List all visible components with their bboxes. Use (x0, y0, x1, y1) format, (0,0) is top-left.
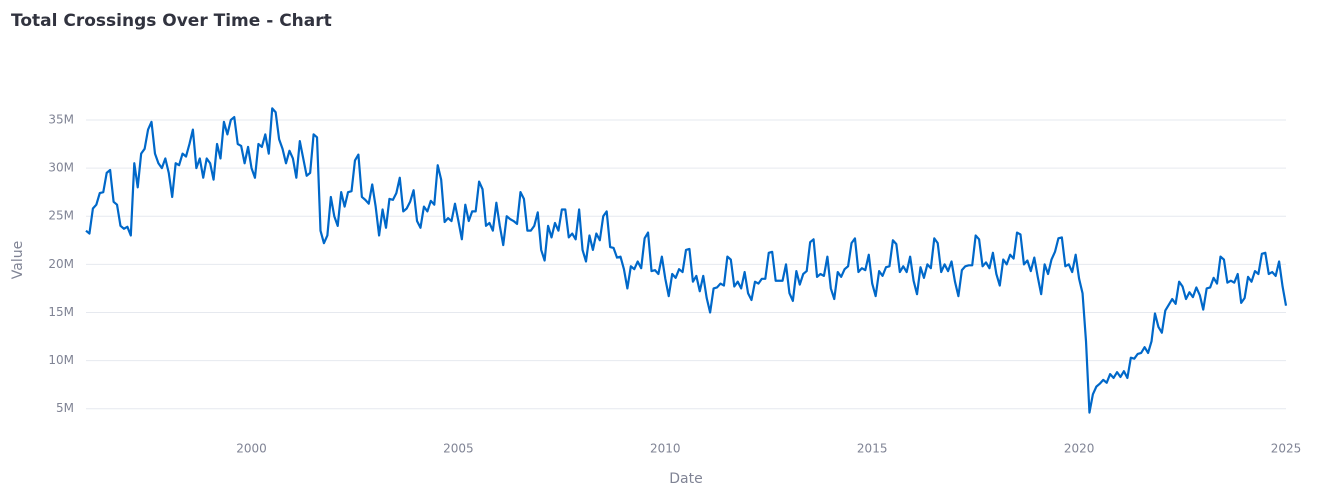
y-tick-label: 30M (48, 161, 74, 175)
y-tick-label: 15M (48, 305, 74, 319)
y-tick-label: 20M (48, 257, 74, 271)
chart-title: Total Crossings Over Time - Chart (11, 11, 332, 31)
x-tick-label: 2010 (650, 442, 681, 456)
x-tick-label: 2000 (236, 442, 267, 456)
x-tick-label: 2005 (443, 442, 474, 456)
x-tick-label: 2020 (1064, 442, 1095, 456)
x-tick-label: 2025 (1271, 442, 1302, 456)
y-tick-label: 5M (56, 401, 74, 415)
y-axis-title: Value (10, 241, 26, 279)
x-axis-title: Date (669, 471, 702, 487)
y-tick-label: 25M (48, 209, 74, 223)
x-tick-label: 2015 (857, 442, 888, 456)
y-tick-label: 10M (48, 353, 74, 367)
data-line (85, 107, 1288, 414)
y-tick-label: 35M (48, 112, 74, 126)
